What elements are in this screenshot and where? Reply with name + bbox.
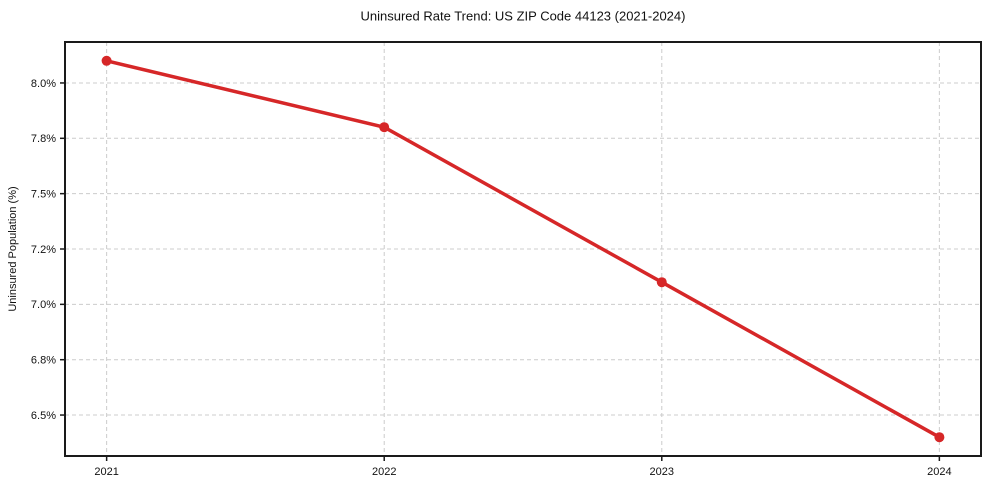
data-point-marker: [101, 55, 112, 66]
x-tick-label: 2024: [927, 466, 951, 478]
data-point-marker: [934, 432, 945, 443]
y-tick-label: 7.0%: [31, 299, 56, 311]
y-tick-label: 7.5%: [31, 189, 56, 201]
chart-title: Uninsured Rate Trend: US ZIP Code 44123 …: [360, 8, 686, 24]
x-tick-label: 2023: [650, 466, 674, 478]
y-tick-label: 6.8%: [31, 355, 56, 367]
y-tick-label: 7.8%: [31, 133, 56, 145]
trend-line: [104, 59, 942, 439]
y-tick-label: 7.2%: [31, 244, 56, 256]
y-tick-label: 8.0%: [31, 78, 56, 90]
y-tick-label: 6.5%: [31, 410, 56, 422]
x-tick-label: 2021: [94, 466, 118, 478]
data-point-marker: [656, 277, 667, 288]
x-tick-label: 2022: [372, 466, 396, 478]
data-point-marker: [379, 122, 390, 133]
